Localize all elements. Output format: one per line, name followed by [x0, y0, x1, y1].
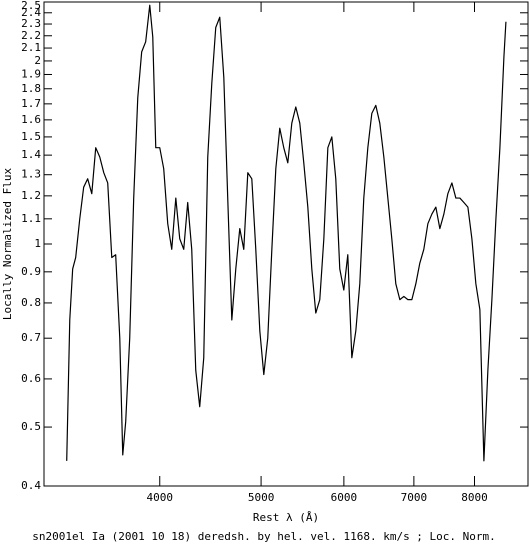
y-tick-label: 1.6 [21, 113, 41, 126]
y-tick-label: 2.5 [21, 0, 41, 12]
y-tick-label: 0.8 [21, 296, 41, 309]
x-tick-label: 7000 [401, 491, 428, 504]
y-tick-label: 0.9 [21, 265, 41, 278]
y-tick-label: 2.1 [21, 41, 41, 54]
y-axis-label: Locally Normalized Flux [1, 167, 14, 320]
y-tick-label: 0.4 [21, 479, 41, 492]
y-tick-label: 2.3 [21, 17, 41, 30]
y-tick-label: 0.7 [21, 331, 41, 344]
y-tick-label: 1.3 [21, 168, 41, 181]
y-tick-label: 1 [34, 237, 41, 250]
x-tick-label: 8000 [461, 491, 488, 504]
y-tick-label: 1.1 [21, 212, 41, 225]
y-tick-label: 1.9 [21, 67, 41, 80]
x-tick-label: 6000 [331, 491, 358, 504]
y-tick-label: 0.6 [21, 372, 41, 385]
y-tick-label: 1.4 [21, 148, 41, 161]
x-tick-label: 5000 [248, 491, 275, 504]
y-tick-label: 1.7 [21, 97, 41, 110]
y-tick-label: 2.4 [21, 6, 41, 19]
caption: sn2001el Ia (2001 10 18) deredsh. by hel… [32, 530, 496, 543]
plot-frame [43, 1, 529, 487]
y-tick-label: 1.5 [21, 130, 41, 143]
y-tick-label: 2.2 [21, 29, 41, 42]
y-tick-label: 1.8 [21, 82, 41, 95]
x-axis-label: Rest λ (Å) [253, 511, 319, 524]
x-tick-label: 4000 [146, 491, 173, 504]
y-tick-label: 2 [34, 54, 41, 67]
spectrum-line [66, 4, 507, 462]
y-tick-label: 0.5 [21, 420, 41, 433]
y-tick-label: 1.2 [21, 189, 41, 202]
